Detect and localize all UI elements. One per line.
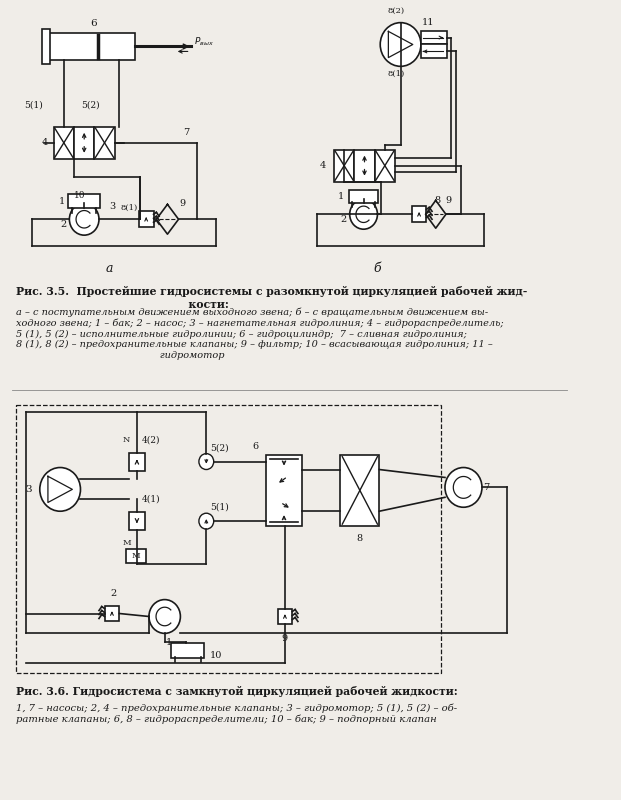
Text: 7: 7 — [484, 483, 490, 492]
Bar — [349, 190, 378, 203]
Text: 5(1): 5(1) — [210, 502, 229, 512]
Text: 8: 8 — [357, 534, 363, 542]
Text: 4: 4 — [41, 138, 48, 147]
Bar — [16, 405, 442, 673]
Text: 3: 3 — [25, 485, 32, 494]
Text: 6: 6 — [252, 442, 258, 451]
Text: а: а — [106, 262, 113, 275]
Text: M: M — [132, 552, 140, 560]
Bar — [421, 45, 447, 58]
Text: 8: 8 — [435, 196, 441, 205]
Text: 7: 7 — [183, 128, 189, 138]
Text: Рис. 3.6. Гидросистема с замкнутой циркуляцией рабочей жидкости:: Рис. 3.6. Гидросистема с замкнутой цирку… — [16, 686, 458, 697]
Text: 8(1): 8(1) — [121, 203, 138, 211]
Text: 1: 1 — [338, 192, 345, 201]
Text: 10: 10 — [74, 191, 85, 200]
Bar — [340, 454, 379, 526]
Bar — [47, 33, 135, 60]
Circle shape — [199, 454, 214, 470]
Circle shape — [380, 22, 421, 66]
Circle shape — [445, 467, 482, 507]
Text: 2: 2 — [61, 220, 67, 229]
Text: $P_{\mathit{вых}}$: $P_{\mathit{вых}}$ — [194, 35, 214, 48]
Text: 1: 1 — [59, 197, 65, 206]
Text: 1, 7 – насосы; 2, 4 – предохранительные клапаны; 3 – гидромотор; 5 (1), 5 (2) – : 1, 7 – насосы; 2, 4 – предохранительные … — [16, 704, 457, 724]
Text: 8(2): 8(2) — [388, 6, 404, 14]
Text: N: N — [122, 436, 130, 444]
Bar — [266, 454, 302, 526]
Bar — [355, 150, 374, 182]
Text: 9: 9 — [282, 634, 288, 643]
Text: 10: 10 — [209, 650, 222, 660]
Text: M: M — [122, 539, 131, 547]
Bar — [104, 606, 119, 622]
Text: 5(1): 5(1) — [24, 101, 43, 110]
Text: 2: 2 — [111, 589, 117, 598]
Text: б: б — [374, 262, 381, 275]
Bar — [129, 453, 145, 470]
Text: 8(1): 8(1) — [388, 70, 404, 78]
Text: 5(2): 5(2) — [81, 101, 100, 110]
Text: 11: 11 — [422, 18, 435, 27]
Bar — [421, 30, 447, 45]
Bar — [278, 609, 292, 625]
Text: 6: 6 — [90, 19, 97, 28]
Circle shape — [40, 467, 81, 511]
Bar — [74, 127, 94, 158]
Bar — [126, 549, 146, 563]
Bar — [42, 29, 50, 64]
Text: Рис. 3.5.  Простейшие гидросистемы с разомкнутой циркуляцией рабочей жид-
      : Рис. 3.5. Простейшие гидросистемы с разо… — [16, 286, 527, 310]
Bar — [94, 127, 115, 158]
Bar — [68, 194, 100, 208]
Text: 5(2): 5(2) — [210, 443, 229, 452]
Text: а – с поступательным движением выходного звена; б – с вращательным движением вы-: а – с поступательным движением выходного… — [16, 308, 504, 360]
Bar — [138, 211, 153, 227]
Bar — [171, 643, 204, 658]
Text: 4(1): 4(1) — [142, 495, 160, 504]
Text: 2: 2 — [340, 214, 347, 224]
Text: 9: 9 — [446, 196, 451, 205]
Text: 3: 3 — [109, 202, 115, 211]
Bar — [334, 150, 355, 182]
Circle shape — [70, 203, 99, 235]
Bar — [374, 150, 395, 182]
Circle shape — [199, 514, 214, 529]
Text: 4(2): 4(2) — [142, 435, 160, 444]
Bar — [412, 206, 427, 222]
Text: 1: 1 — [166, 638, 173, 647]
Bar — [129, 512, 145, 530]
Bar — [53, 127, 74, 158]
Text: 9: 9 — [179, 199, 185, 208]
Circle shape — [350, 199, 378, 229]
Circle shape — [149, 600, 180, 634]
Text: 4: 4 — [320, 161, 326, 170]
